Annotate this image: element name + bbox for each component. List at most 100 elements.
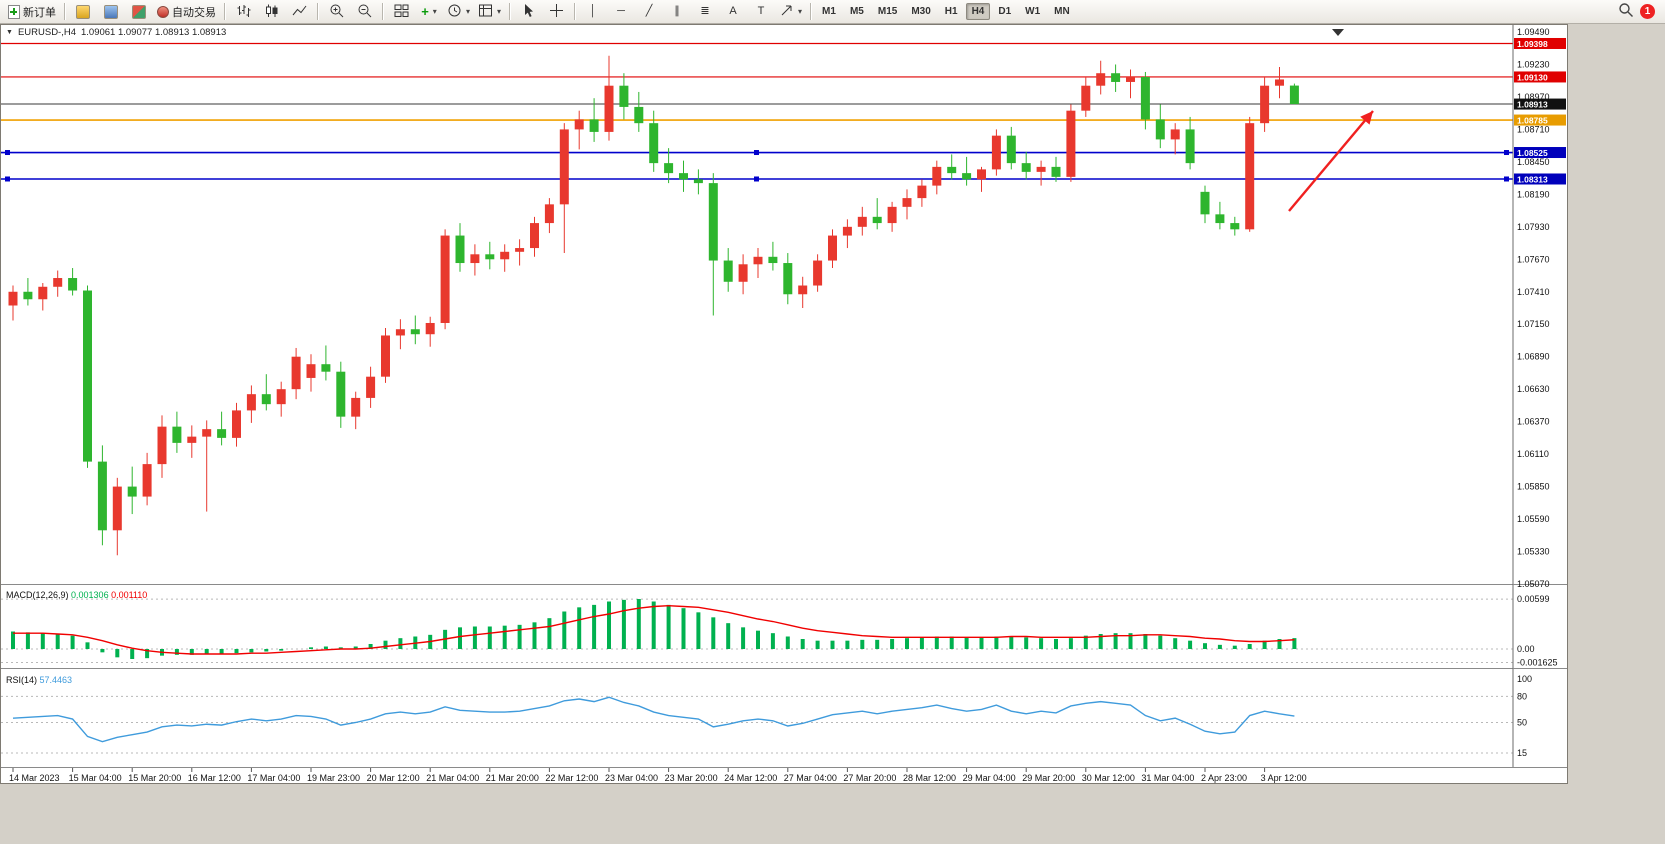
vertical-line-button[interactable]: │	[579, 1, 607, 23]
candle	[366, 376, 376, 398]
candle	[991, 135, 1001, 170]
cursor-button[interactable]	[514, 1, 542, 23]
candle	[872, 216, 882, 224]
trendline-button[interactable]: ╱	[635, 1, 663, 23]
rsi-axis-label: 15	[1517, 748, 1527, 758]
templates-button[interactable]: ▾	[474, 1, 505, 23]
timeframe-h1-button[interactable]: H1	[944, 6, 958, 17]
line-handle[interactable]	[5, 176, 10, 182]
market-watch-button[interactable]	[69, 1, 97, 23]
bar-chart-icon	[236, 3, 251, 21]
one-click-trading-toggle[interactable]: ▼	[6, 29, 13, 36]
candle	[574, 119, 584, 130]
candle	[112, 486, 122, 531]
periods-button[interactable]: ▾	[443, 1, 474, 23]
crosshair-button[interactable]	[542, 1, 570, 23]
candle	[559, 129, 569, 205]
tile-windows-button[interactable]	[387, 1, 415, 23]
timeframe-m15-button[interactable]: M15	[877, 6, 898, 17]
price-label: 1.05590	[1517, 514, 1550, 524]
candle	[917, 185, 927, 199]
price-chart[interactable]: 1.09490 1.09230 1.08970 1.08710 1.08450 1.081…	[1, 25, 1567, 783]
new-order-button[interactable]: 新订单	[4, 1, 60, 23]
candle	[410, 329, 420, 335]
channel-button[interactable]: ∥	[663, 1, 691, 23]
line-handle[interactable]	[5, 150, 10, 156]
candlestick-chart-icon	[264, 3, 279, 21]
candle	[1245, 123, 1255, 230]
candle	[962, 173, 972, 180]
candle	[1185, 129, 1195, 164]
toolbar-separator	[317, 3, 318, 20]
line-chart-button[interactable]	[285, 1, 313, 23]
auto-trading-button[interactable]: 自动交易	[153, 1, 220, 23]
price-label: 1.09230	[1517, 59, 1550, 69]
market-watch-icon	[76, 4, 90, 19]
crosshair-icon	[549, 3, 564, 21]
timeframe-mn-button[interactable]: MN	[1054, 6, 1070, 17]
zoom-out-button[interactable]	[350, 1, 378, 23]
price-label: 1.07930	[1517, 222, 1550, 232]
timeframe-m1-button[interactable]: M1	[822, 6, 836, 17]
terminal-button[interactable]	[125, 1, 153, 23]
candle	[813, 260, 823, 286]
line-handle[interactable]	[754, 150, 759, 156]
arrow-annotation[interactable]	[1288, 110, 1374, 212]
line-handle[interactable]	[1504, 150, 1509, 156]
candle	[1126, 76, 1135, 82]
line-handle[interactable]	[754, 176, 759, 182]
candle	[530, 223, 539, 249]
candle	[738, 264, 748, 282]
candle	[589, 119, 599, 132]
timeframe-w1-button[interactable]: W1	[1025, 6, 1041, 17]
notification-badge[interactable]: 1	[1640, 4, 1655, 19]
timeframe-h4-button[interactable]: H4	[965, 3, 991, 20]
candle	[1215, 214, 1225, 224]
search-button[interactable]	[1612, 1, 1640, 23]
toolbar-separator	[509, 3, 511, 20]
price-label: 1.08190	[1517, 189, 1550, 199]
candlestick-chart-button[interactable]	[257, 1, 285, 23]
bar-chart-button[interactable]	[229, 1, 257, 23]
candle	[798, 285, 808, 295]
date-label: 24 Mar 12:00	[724, 773, 777, 783]
candle	[455, 235, 465, 264]
candle	[470, 254, 480, 264]
line-handle[interactable]	[1504, 176, 1509, 182]
rsi-label: RSI(14) 57.4463	[6, 675, 72, 685]
date-label: 23 Mar 20:00	[665, 773, 718, 783]
line-chart-icon	[292, 3, 307, 21]
candle	[887, 206, 897, 224]
price-label: 1.08450	[1517, 157, 1550, 167]
candle	[828, 235, 837, 261]
text-tool-button[interactable]: A	[719, 1, 747, 23]
candle	[604, 85, 614, 132]
date-label: 2 Apr 23:00	[1201, 773, 1247, 783]
candle	[202, 429, 212, 437]
navigator-button[interactable]	[97, 1, 125, 23]
arrow-head	[1360, 111, 1373, 125]
candle	[53, 278, 63, 287]
horizontal-line-button[interactable]: ─	[607, 1, 635, 23]
candle	[232, 410, 241, 438]
label-tool-button[interactable]: T	[747, 1, 775, 23]
blue-level-lower-tag-label: 1.08313	[1517, 174, 1548, 184]
candle	[1111, 73, 1121, 82]
zoom-in-button[interactable]	[322, 1, 350, 23]
chart-shift-marker[interactable]	[1332, 29, 1344, 36]
candle	[544, 204, 554, 224]
chevron-down-icon: ▾	[466, 7, 471, 16]
timeframe-m5-button[interactable]: M5	[849, 6, 864, 17]
arrows-button[interactable]: ▾	[775, 1, 806, 23]
indicators-button[interactable]: + ▾	[415, 1, 443, 23]
date-label: 14 Mar 2023	[9, 773, 60, 783]
candle	[321, 364, 331, 372]
timeframe-d1-button[interactable]: D1	[998, 6, 1012, 17]
macd-axis-label: 0.00599	[1517, 594, 1550, 604]
candle	[1260, 85, 1270, 124]
new-order-icon	[8, 4, 20, 19]
timeframe-m30-button[interactable]: M30	[911, 6, 931, 17]
chart-window: 1.09490 1.09230 1.08970 1.08710 1.08450 1.081…	[0, 24, 1568, 784]
candle	[664, 163, 674, 174]
fibonacci-button[interactable]: ≣	[691, 1, 719, 23]
